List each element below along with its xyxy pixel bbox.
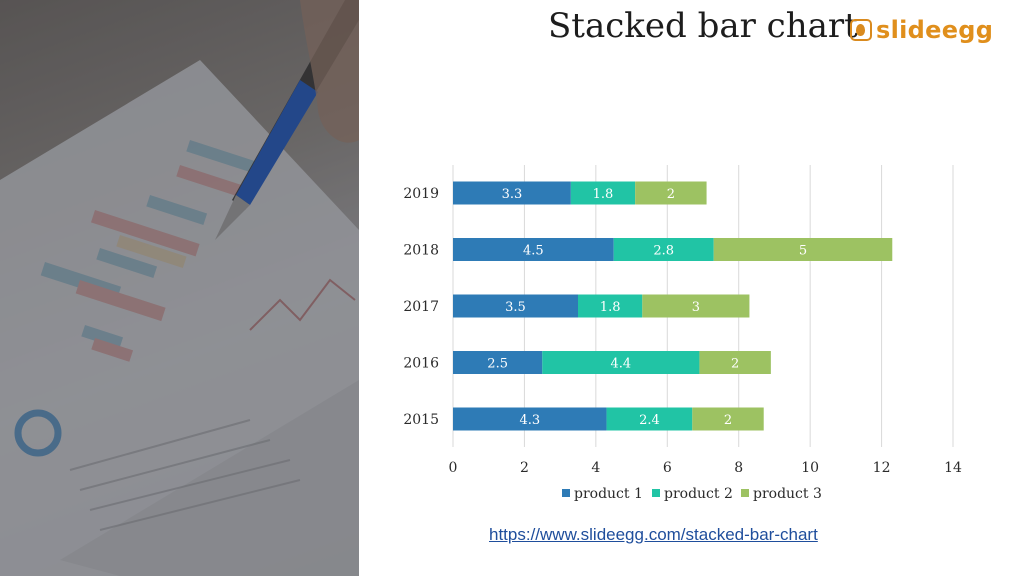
- legend-label: product 2: [664, 486, 733, 502]
- data-label: 4.4: [611, 357, 632, 372]
- data-label: 1.8: [600, 300, 621, 315]
- bar-segment-product-1: [453, 181, 571, 205]
- source-link[interactable]: https://www.slideegg.com/stacked-bar-cha…: [489, 525, 818, 544]
- data-label: 3.5: [505, 300, 526, 315]
- slideegg-logo: slideegg: [850, 13, 993, 47]
- data-label: 1.8: [593, 187, 614, 202]
- data-label: 2.5: [487, 357, 508, 372]
- category-label: 2016: [403, 356, 439, 372]
- data-label: 2: [731, 357, 739, 372]
- data-label: 5: [799, 244, 807, 259]
- bar-segment-product-2: [578, 294, 643, 318]
- bar-segment-product-3: [642, 294, 750, 318]
- bar-segment-product-1: [453, 238, 614, 261]
- data-label: 2: [724, 413, 732, 428]
- x-tick-label: 10: [801, 460, 819, 476]
- slide-title: Stacked bar chart: [548, 6, 858, 46]
- x-tick-label: 0: [449, 460, 458, 476]
- legend-swatch: [652, 489, 660, 497]
- bar-segment-product-3: [699, 351, 771, 374]
- data-label: 4.3: [519, 413, 540, 428]
- x-tick-label: 4: [591, 460, 600, 476]
- background-photo: [0, 0, 359, 576]
- data-label: 2.4: [639, 413, 660, 428]
- bar-segment-product-2: [606, 407, 693, 431]
- legend-label: product 3: [753, 486, 822, 502]
- bar-segment-product-2: [542, 351, 700, 374]
- bar-segment-product-2: [613, 238, 714, 261]
- data-label: 3: [692, 300, 700, 315]
- data-label: 2: [667, 187, 675, 202]
- bar-segment-product-1: [453, 294, 578, 318]
- x-tick-label: 14: [944, 460, 962, 476]
- bar-segment-product-3: [692, 407, 764, 431]
- bar-segment-product-1: [453, 407, 607, 431]
- bar-segment-product-1: [453, 351, 543, 374]
- category-label: 2015: [403, 412, 439, 428]
- photo-illustration: [0, 0, 359, 576]
- x-tick-label: 6: [663, 460, 672, 476]
- logo-text: slideegg: [876, 16, 994, 44]
- data-label: 2.8: [653, 244, 674, 259]
- data-label: 4.5: [523, 244, 544, 259]
- data-label: 3.3: [502, 187, 523, 202]
- x-tick-label: 12: [873, 460, 891, 476]
- egg-logo-icon: [850, 19, 872, 41]
- legend-swatch: [562, 489, 570, 497]
- legend-swatch: [741, 489, 749, 497]
- category-label: 2017: [403, 299, 439, 315]
- category-label: 2019: [403, 186, 439, 202]
- x-tick-label: 8: [734, 460, 743, 476]
- bar-segment-product-2: [570, 181, 636, 205]
- category-label: 2018: [403, 243, 439, 259]
- bar-segment-product-3: [713, 238, 893, 261]
- x-tick-label: 2: [520, 460, 529, 476]
- legend-label: product 1: [574, 486, 643, 502]
- bar-segment-product-3: [635, 181, 707, 205]
